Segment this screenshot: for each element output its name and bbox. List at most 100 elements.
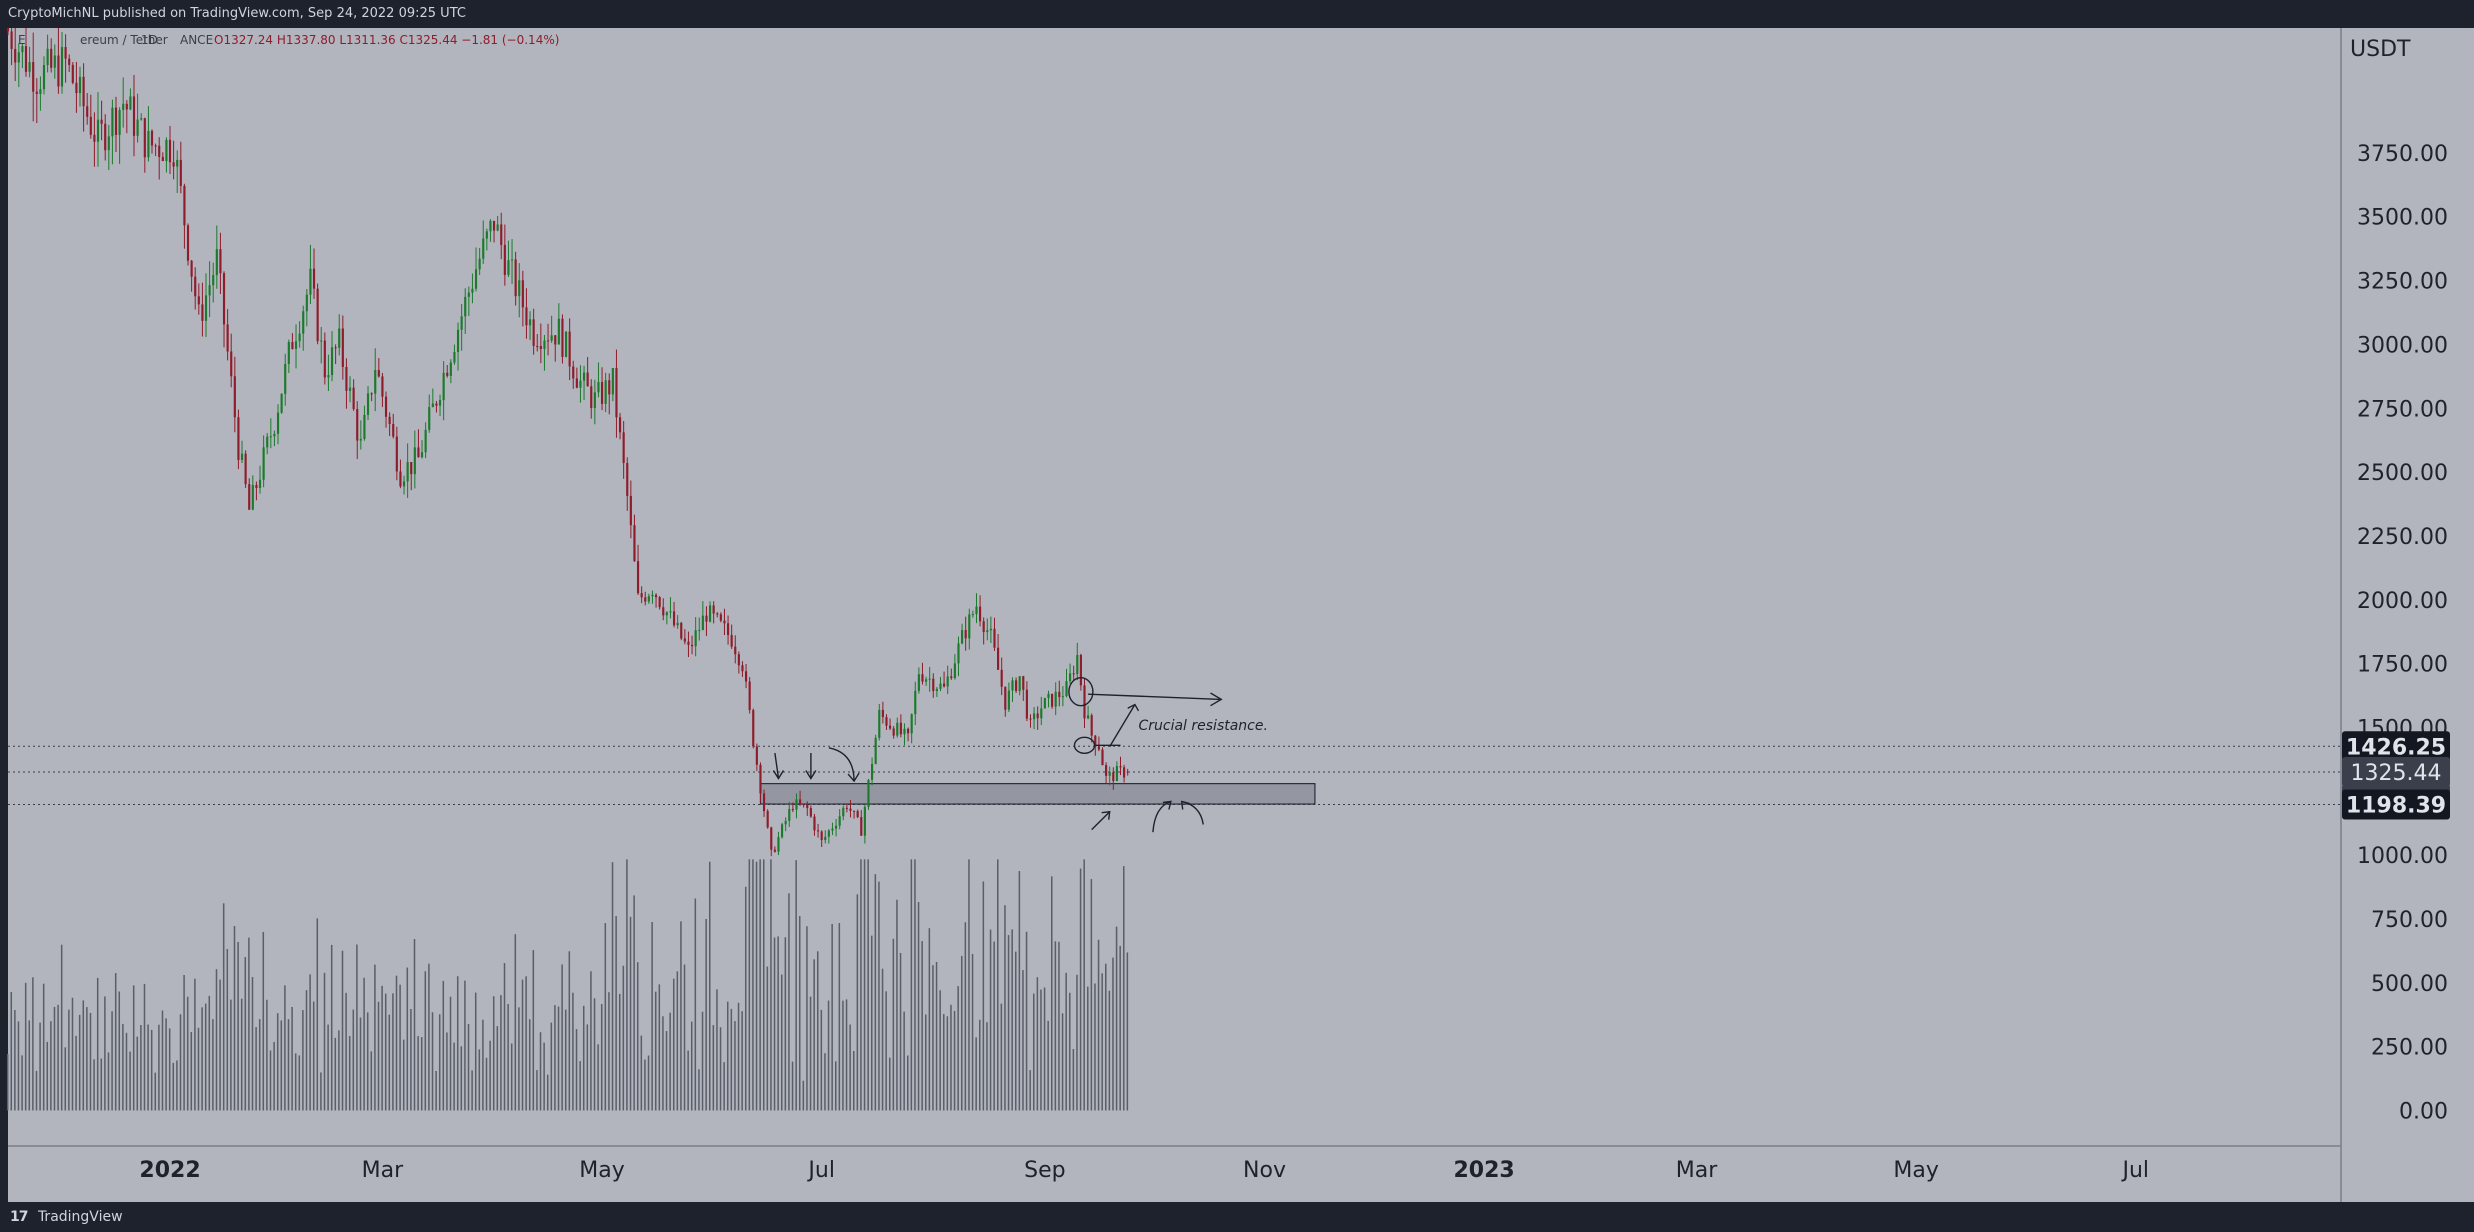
candle-body bbox=[6, 28, 10, 32]
volume-bar bbox=[71, 997, 74, 1111]
candle-body bbox=[507, 260, 510, 275]
legend-ohlc: O1327.24 H1337.80 L1311.36 C1325.44 −1.8… bbox=[214, 33, 559, 47]
candle-body bbox=[219, 249, 222, 274]
volume-bar bbox=[1018, 871, 1021, 1111]
candle-body bbox=[111, 107, 114, 137]
candle-body bbox=[957, 643, 960, 664]
volume-bar bbox=[780, 974, 783, 1111]
candle-body bbox=[1047, 693, 1050, 699]
candle-body bbox=[222, 273, 226, 325]
x-tick-labels[interactable]: 2022 Mar May Jul Sep Nov 2023 Mar May Jul bbox=[139, 1158, 2149, 1183]
volume-bar bbox=[312, 1001, 315, 1111]
candle-body bbox=[780, 824, 784, 838]
volume-bar bbox=[813, 959, 815, 1111]
volume-bar bbox=[428, 963, 430, 1111]
candle-body bbox=[1033, 713, 1036, 720]
candle-body bbox=[582, 372, 586, 381]
volume-bar bbox=[6, 1053, 9, 1111]
candle-body bbox=[676, 622, 679, 626]
candle-body bbox=[665, 612, 668, 616]
volume-bar bbox=[424, 971, 427, 1111]
candle-body bbox=[435, 403, 438, 406]
volume-bar bbox=[1069, 992, 1071, 1111]
candle-body bbox=[1018, 676, 1021, 692]
volume-bar bbox=[1007, 935, 1010, 1111]
volume-bar bbox=[878, 881, 880, 1111]
volume-bar bbox=[950, 1004, 952, 1111]
candle-body bbox=[384, 396, 388, 417]
legend-symbol-1: E bbox=[18, 33, 26, 47]
candle-body bbox=[1025, 689, 1028, 719]
candle-body bbox=[406, 462, 409, 482]
candle-body bbox=[176, 159, 179, 167]
candle-body bbox=[536, 345, 539, 347]
candlesticks bbox=[6, 28, 1129, 857]
volume-bar bbox=[1090, 879, 1093, 1111]
volume-bar bbox=[939, 990, 941, 1111]
volume-bar bbox=[1108, 990, 1111, 1111]
price-axis[interactable] bbox=[2341, 28, 2474, 1202]
candle-body bbox=[287, 342, 290, 364]
volume-bar bbox=[734, 1021, 736, 1111]
candle-body bbox=[802, 804, 805, 806]
candle-body bbox=[690, 644, 694, 647]
volume-bar bbox=[543, 1042, 545, 1111]
volume-bar bbox=[158, 1024, 160, 1111]
volume-bar bbox=[140, 1025, 142, 1111]
volume-bar bbox=[662, 1016, 664, 1111]
volume-bar bbox=[561, 964, 563, 1111]
candle-body bbox=[269, 436, 272, 438]
price-chart[interactable]: Crucial resistance. E ereum / Tether 1D … bbox=[0, 28, 2474, 1202]
volume-bar bbox=[262, 931, 265, 1111]
volume-bar bbox=[518, 1007, 520, 1111]
candle-body bbox=[129, 96, 132, 110]
volume-bar bbox=[485, 1057, 488, 1111]
volume-bar bbox=[136, 1036, 139, 1111]
x-tick-label: Jul bbox=[806, 1158, 835, 1183]
candle-body bbox=[158, 145, 161, 157]
candle-body bbox=[921, 674, 924, 682]
candle-body bbox=[975, 606, 978, 615]
volume-bar bbox=[874, 874, 877, 1111]
volume-bar bbox=[773, 937, 776, 1111]
candle-body bbox=[878, 709, 881, 738]
volume-bar bbox=[316, 918, 319, 1111]
volume-bar bbox=[1083, 859, 1085, 1111]
volume-bar bbox=[42, 983, 45, 1111]
support-zone[interactable] bbox=[759, 783, 1316, 805]
volume-bar bbox=[50, 1021, 52, 1111]
volume-bar bbox=[741, 1011, 743, 1111]
volume-bar bbox=[406, 967, 409, 1111]
volume-bar bbox=[838, 923, 841, 1111]
volume-bar bbox=[143, 983, 146, 1111]
candle-body bbox=[708, 605, 712, 622]
candle-body bbox=[766, 811, 769, 828]
candle-body bbox=[968, 614, 971, 639]
volume-bar bbox=[730, 1008, 733, 1111]
candle-body bbox=[410, 462, 413, 475]
candle-body bbox=[194, 276, 197, 297]
volume-bar bbox=[633, 895, 635, 1111]
candle-body bbox=[784, 820, 787, 825]
volume-bar bbox=[536, 1070, 538, 1111]
volume-bar bbox=[964, 922, 967, 1111]
volume-bar bbox=[1022, 970, 1024, 1111]
candle-body bbox=[172, 162, 175, 167]
volume-bar bbox=[60, 944, 63, 1111]
volume-bar bbox=[284, 985, 286, 1111]
volume-bar bbox=[647, 1055, 650, 1111]
volume-bar bbox=[392, 993, 394, 1111]
candle-body bbox=[939, 683, 942, 689]
candle-body bbox=[881, 709, 884, 718]
y-tick-label: 3500.00 bbox=[2357, 206, 2448, 231]
up-arrow bbox=[1091, 811, 1111, 831]
volume-bar bbox=[946, 1016, 949, 1111]
candle-body bbox=[579, 380, 582, 388]
candle-body bbox=[651, 594, 654, 597]
volume-bar bbox=[608, 992, 610, 1111]
volume-bar bbox=[1061, 1013, 1064, 1111]
candle-body bbox=[773, 849, 776, 852]
volume-bar bbox=[366, 1012, 369, 1111]
candle-body bbox=[154, 145, 157, 147]
volume-bar bbox=[1051, 876, 1053, 1111]
